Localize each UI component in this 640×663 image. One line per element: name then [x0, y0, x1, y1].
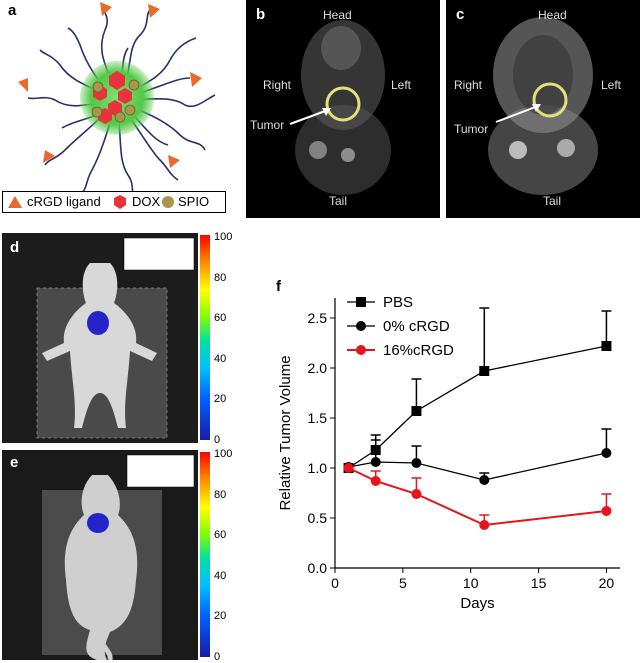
data-point-square — [601, 341, 612, 351]
colorbar-e-tick-20: 20 — [214, 610, 227, 623]
bioluminescence-image-e: e — [2, 450, 198, 660]
tail-label-c: Tail — [543, 194, 562, 208]
data-point-square — [479, 366, 490, 376]
y-tick-label: 0.0 — [308, 560, 328, 576]
panel-c-letter: c — [456, 6, 465, 23]
colorbar-e-tick-80: 80 — [214, 488, 227, 501]
series-line-1 — [348, 452, 607, 481]
y-tick-label: 0.5 — [308, 510, 328, 526]
series-line-2 — [348, 467, 607, 527]
micelle-diagram — [18, 2, 216, 199]
series-line-0 — [348, 345, 607, 469]
right-label-b: Right — [263, 78, 292, 92]
data-point-circle — [601, 448, 612, 458]
panel-d-letter: d — [10, 239, 20, 256]
tumor-label-b: Tumor — [250, 118, 285, 132]
bioluminescence-image-d: d — [2, 233, 198, 443]
dox-legend-label: DOX — [132, 194, 161, 209]
mri-image-c: c Head Right Left Tumor Tail — [446, 0, 640, 218]
data-point-circle — [479, 475, 490, 485]
colorbar-d-tick-20: 20 — [214, 393, 227, 406]
colorbar-d-tick-100: 100 — [214, 231, 233, 243]
data-point-circle — [370, 457, 381, 467]
right-label-c: Right — [454, 78, 483, 92]
panel-b-letter: b — [256, 6, 266, 23]
x-tick-label: 10 — [463, 575, 479, 591]
x-tick-label: 15 — [531, 575, 547, 591]
colorbar-e-tick-60: 60 — [214, 529, 227, 542]
spio-legend-label: SPIO — [178, 194, 210, 209]
colorbar-e-tick-40: 40 — [214, 569, 227, 582]
legend-label: PBS — [383, 294, 413, 311]
ligand-legend-icon — [8, 196, 22, 208]
data-point-circle — [370, 476, 381, 486]
spio-particles — [91, 79, 140, 123]
y-tick-label: 1.5 — [308, 410, 328, 426]
data-point-circle — [411, 489, 422, 499]
x-axis-label: Days — [460, 595, 494, 612]
panel-e-letter: e — [10, 454, 19, 471]
y-tick-label: 1.0 — [308, 460, 328, 476]
panel-f-letter: f — [276, 278, 281, 295]
colorbar-d-tick-60: 60 — [214, 312, 227, 325]
dox-legend-icon — [114, 195, 126, 209]
y-tick-label: 2.0 — [308, 360, 328, 376]
tumor-volume-chart: 0.0 0.5 1.0 1.5 2.0 2.5 0 5 10 15 20 Days Relative T… — [277, 294, 620, 612]
y-tick-label: 2.5 — [308, 310, 328, 326]
spio-legend-icon — [162, 196, 174, 208]
x-tick-label: 20 — [599, 575, 615, 591]
left-label-b: Left — [391, 78, 412, 92]
head-label-c: Head — [538, 8, 567, 22]
mri-image-b: b Head Right Left Tumor Tail — [246, 0, 440, 218]
tail-label-b: Tail — [329, 194, 348, 208]
colorbar-e — [200, 452, 210, 657]
legend-label: 0% cRGD — [383, 318, 450, 335]
legend-marker — [356, 321, 366, 331]
left-label-c: Left — [601, 78, 622, 92]
x-tick-label: 5 — [399, 575, 407, 591]
colorbar-d-tick-40: 40 — [214, 352, 227, 365]
panel-a-letter: a — [8, 2, 17, 19]
colorbar-e-tick-0: 0 — [214, 651, 221, 663]
head-label-b: Head — [323, 8, 352, 22]
data-point-circle — [479, 520, 490, 530]
ligand-legend-label: cRGD ligand — [27, 194, 101, 209]
colorbar-d-tick-80: 80 — [214, 271, 227, 284]
legend-label: 16%cRGD — [383, 342, 454, 359]
colorbar-d-tick-0: 0 — [214, 434, 221, 446]
y-axis-label: Relative Tumor Volume — [277, 355, 294, 510]
data-point-circle — [411, 458, 422, 468]
colorbar-d — [200, 235, 210, 440]
data-point-circle — [601, 506, 612, 516]
legend-marker — [356, 345, 366, 355]
tumor-label-c: Tumor — [454, 122, 489, 136]
data-point-circle — [343, 463, 354, 473]
x-tick-label: 0 — [331, 575, 339, 591]
panel-a-legend: cRGD ligand DOX SPIO — [2, 191, 226, 213]
colorbar-e-tick-100: 100 — [214, 448, 233, 460]
cRGD-ligands — [18, 2, 202, 168]
legend-marker — [356, 297, 366, 307]
data-point-square — [411, 406, 422, 416]
